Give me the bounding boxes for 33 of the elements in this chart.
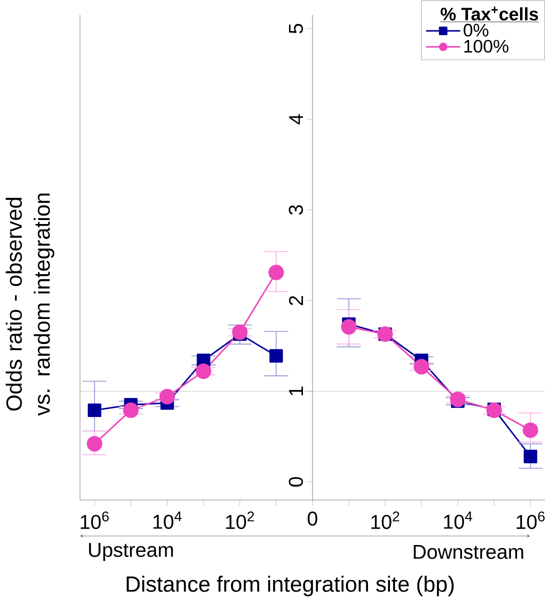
x-tick-label: 10$^{6}$ xyxy=(516,512,545,530)
point xyxy=(268,264,284,280)
y-tick-label: 0 xyxy=(288,477,303,487)
point xyxy=(196,364,212,380)
y-axis-title: Odds ratio - observed vs. random integration xyxy=(6,194,54,416)
point xyxy=(232,324,248,340)
x-tick-label: 10$^{2}$ xyxy=(371,512,400,530)
x-tick-label: 10$^{4}$ xyxy=(153,512,182,529)
legend-title: % Tax$^{+}$cells xyxy=(440,6,538,20)
y-tick-label: 5 xyxy=(289,24,303,34)
point xyxy=(123,402,139,418)
point xyxy=(86,436,102,452)
x-tick-label: 10$^{2}$ xyxy=(226,512,254,530)
point xyxy=(524,450,538,464)
point xyxy=(522,422,538,438)
point xyxy=(450,392,466,408)
point xyxy=(269,349,283,363)
legend-label: 100% xyxy=(464,40,508,53)
legend-label: 0% xyxy=(464,24,488,37)
point xyxy=(88,404,102,417)
y-tick-label: 1 xyxy=(289,386,303,396)
point xyxy=(341,319,357,335)
y-tick-label: 3 xyxy=(288,205,303,215)
text: Downstream xyxy=(414,545,524,559)
text: Upstream xyxy=(89,543,173,561)
x-axis-title: Distance from integration site (bp) xyxy=(126,576,454,596)
y-tick-label: 2 xyxy=(289,296,303,306)
x-tick-label: 10$^{6}$ xyxy=(80,512,109,530)
x-tick-label: 0 xyxy=(308,512,318,526)
point xyxy=(159,388,175,404)
x-tick-label: 10$^{4}$ xyxy=(444,512,472,529)
y-tick-label: 4 xyxy=(289,114,303,124)
point xyxy=(414,358,430,374)
